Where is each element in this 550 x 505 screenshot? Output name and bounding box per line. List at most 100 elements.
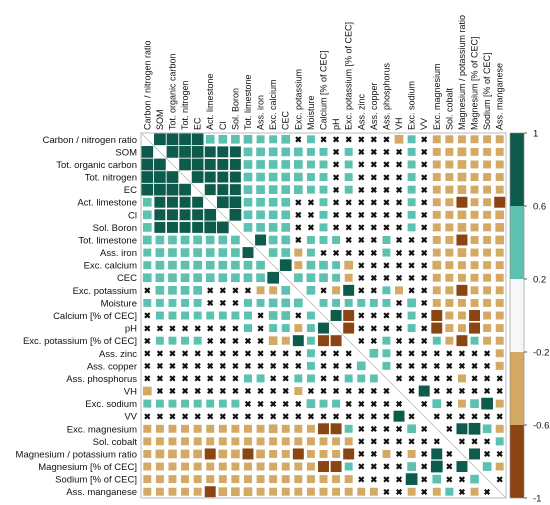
heatmap-cell — [281, 487, 290, 496]
insignificant-marker: ✖ — [156, 374, 164, 384]
insignificant-marker: ✖ — [207, 374, 215, 384]
heatmap-cell — [154, 221, 166, 233]
heatmap-cell — [154, 133, 166, 146]
heatmap-cell — [243, 223, 253, 232]
heatmap-cell — [180, 449, 190, 459]
heatmap-cell — [407, 424, 416, 434]
diagonal-cell — [140, 132, 154, 146]
heatmap-cell — [281, 210, 291, 220]
insignificant-marker: ✖ — [383, 323, 391, 333]
heatmap-cell — [495, 135, 504, 144]
heatmap-cell — [319, 223, 328, 232]
heatmap-cell — [168, 475, 177, 484]
diagonal-cell — [191, 183, 205, 197]
insignificant-marker: ✖ — [433, 361, 441, 371]
insignificant-marker: ✖ — [295, 361, 303, 371]
row-label: Magnesium [% of CEC] — [38, 462, 137, 473]
insignificant-marker: ✖ — [333, 172, 341, 182]
insignificant-marker: ✖ — [219, 286, 227, 296]
heatmap-cell — [155, 449, 165, 459]
heatmap-cell — [432, 336, 441, 345]
heatmap-cell — [344, 437, 353, 446]
heatmap-cell — [281, 424, 290, 433]
matrix-border — [140, 132, 507, 499]
heatmap-cell — [206, 399, 215, 408]
heatmap-cell — [206, 437, 215, 446]
heatmap-cell — [281, 475, 290, 484]
colorbar-tick-label: 0.2 — [533, 275, 546, 286]
insignificant-marker: ✖ — [358, 147, 366, 157]
heatmap-cell — [281, 311, 291, 320]
heatmap-cell — [369, 348, 379, 358]
heatmap-cell — [319, 298, 328, 307]
heatmap-cell — [166, 196, 178, 208]
insignificant-marker: ✖ — [358, 235, 366, 245]
heatmap-cell — [218, 399, 227, 408]
heatmap-cell — [155, 437, 164, 446]
heatmap-cell — [432, 147, 441, 156]
heatmap-cell — [244, 311, 252, 320]
heatmap-cell — [154, 183, 166, 196]
heatmap-cell — [483, 198, 492, 207]
insignificant-marker: ✖ — [496, 374, 504, 384]
heatmap-cell — [306, 273, 316, 283]
insignificant-marker: ✖ — [244, 386, 252, 396]
col-label: Tot. organic carbon — [167, 53, 177, 130]
heatmap-cell — [243, 147, 253, 157]
heatmap-cell — [318, 335, 329, 347]
insignificant-marker: ✖ — [471, 386, 479, 396]
heatmap-cell — [180, 273, 190, 283]
heatmap-cell — [269, 449, 278, 458]
heatmap-cell — [231, 260, 240, 270]
col-label: Ass. copper — [369, 82, 379, 130]
heatmap-cell — [206, 311, 215, 320]
insignificant-marker: ✖ — [383, 197, 391, 207]
insignificant-marker: ✖ — [496, 411, 504, 421]
heatmap-cell — [218, 311, 227, 320]
heatmap-cell — [431, 448, 443, 460]
insignificant-marker: ✖ — [144, 348, 152, 358]
insignificant-marker: ✖ — [395, 424, 403, 434]
insignificant-marker: ✖ — [446, 411, 454, 421]
insignificant-marker: ✖ — [446, 399, 454, 409]
heatmap-cell — [243, 260, 253, 270]
heatmap-cell — [445, 210, 454, 219]
heatmap-cell — [218, 487, 228, 497]
colorbar-tick-label: -0.2 — [533, 348, 549, 359]
insignificant-marker: ✖ — [169, 411, 177, 421]
insignificant-marker: ✖ — [232, 298, 240, 308]
heatmap-cell — [155, 285, 165, 295]
heatmap-cell — [181, 424, 190, 433]
heatmap-cell — [179, 196, 191, 208]
heatmap-cell — [231, 475, 240, 484]
heatmap-cell — [445, 273, 454, 282]
insignificant-marker: ✖ — [345, 235, 353, 245]
heatmap-cell — [369, 487, 378, 496]
diagonal-cell — [430, 422, 444, 436]
insignificant-marker: ✖ — [383, 311, 391, 321]
insignificant-marker: ✖ — [232, 323, 240, 333]
insignificant-marker: ✖ — [484, 411, 492, 421]
heatmap-cell — [332, 261, 341, 270]
heatmap-cell — [143, 248, 152, 257]
insignificant-marker: ✖ — [333, 147, 341, 157]
insignificant-marker: ✖ — [484, 487, 492, 497]
heatmap-cell — [154, 196, 166, 208]
heatmap-cell — [457, 374, 466, 383]
diagonal-cell — [279, 271, 293, 285]
insignificant-marker: ✖ — [358, 424, 366, 434]
diagonal-cell — [379, 371, 394, 386]
heatmap-cell — [229, 171, 241, 183]
insignificant-marker: ✖ — [257, 411, 265, 421]
insignificant-marker: ✖ — [144, 336, 152, 346]
heatmap-cell — [155, 487, 164, 496]
insignificant-marker: ✖ — [358, 286, 366, 296]
heatmap-cell — [319, 147, 328, 156]
heatmap-cell — [281, 172, 291, 182]
row-label: Tot. organic carbon — [56, 160, 137, 171]
insignificant-marker: ✖ — [496, 386, 504, 396]
heatmap-cell — [432, 487, 441, 496]
heatmap-cell — [445, 236, 454, 244]
insignificant-marker: ✖ — [333, 160, 341, 170]
heatmap-cell — [168, 260, 177, 270]
